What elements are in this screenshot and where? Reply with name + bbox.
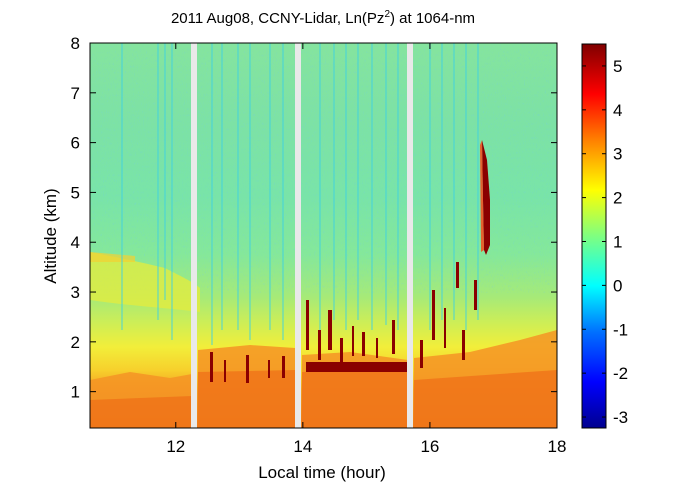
y-tick-label: 3 [71,283,80,302]
cloud-plume [482,140,490,255]
plot-area [90,43,557,428]
y-tick-label: 8 [71,34,80,53]
vertical-streaks [121,43,479,345]
x-axis: 12 14 16 18 [166,43,566,456]
y-tick-label: 5 [71,183,80,202]
colorbar-tick-label: -2 [613,364,628,383]
x-tick-label: 12 [166,437,185,456]
y-tick-label: 2 [71,333,80,352]
elevated-aerosol-layer-top [90,252,135,262]
x-tick-label: 14 [293,437,312,456]
y-tick-label: 4 [71,233,80,252]
colorbar [581,43,607,429]
cloud-plume-edge [480,140,484,252]
surface-layer [90,370,557,428]
colorbar-ticks: 5 4 3 2 1 0 -1 -2 -3 [582,57,628,427]
colorbar-tick-label: 0 [613,276,622,295]
plot-frame [89,42,558,429]
y-axis: 1 2 3 4 5 6 7 8 [71,34,557,402]
colorbar-tick-label: 3 [613,145,622,164]
colorbar-tick-label: 5 [613,57,622,76]
x-tick-label: 16 [420,437,439,456]
y-axis-label: Altitude (km) [41,188,60,283]
colorbar-tick-label: -3 [613,408,628,427]
y-tick-label: 7 [71,84,80,103]
noise-texture [90,43,557,293]
colorbar-tick-label: 1 [613,232,622,251]
y-tick-label: 6 [71,134,80,153]
data-gaps [191,43,413,428]
y-tick-label: 1 [71,383,80,402]
colorbar-tick-label: 4 [613,101,622,120]
chart-title: 2011 Aug08, CCNY-Lidar, Ln(Pz2) at 1064-… [171,9,475,27]
colorbar-tick-label: -1 [613,320,628,339]
pbl-top-clouds [210,262,477,383]
x-axis-label: Local time (hour) [258,463,386,482]
colorbar-tick-label: 2 [613,189,622,208]
x-tick-label: 18 [548,437,567,456]
